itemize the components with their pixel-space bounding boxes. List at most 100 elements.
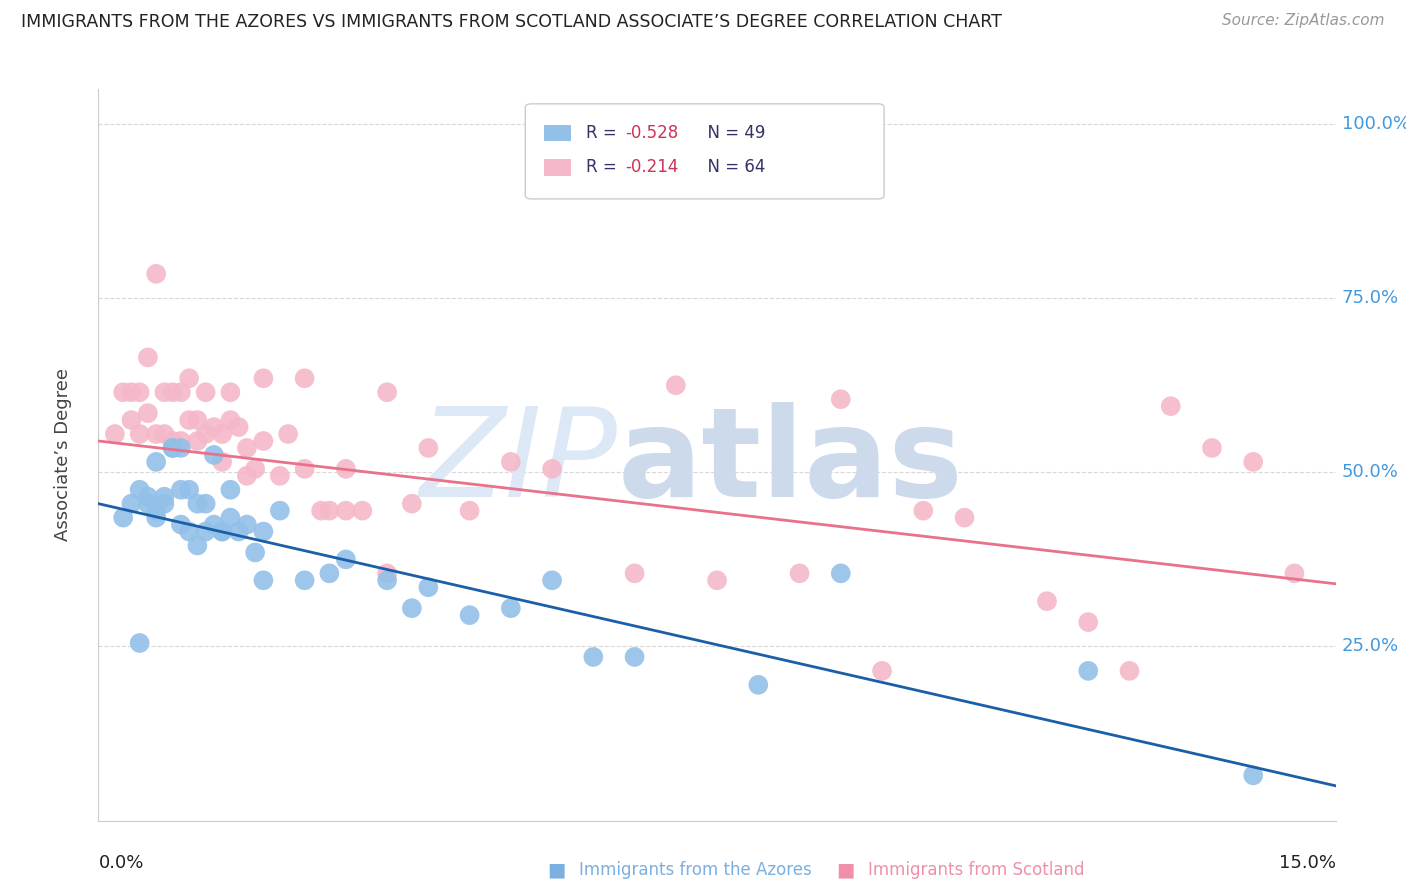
Point	[162, 441, 184, 455]
Point	[269, 503, 291, 517]
Point	[1241, 455, 1264, 469]
Point	[186, 413, 208, 427]
Point	[252, 371, 274, 385]
Point	[228, 420, 250, 434]
Point	[145, 503, 167, 517]
Point	[219, 413, 242, 427]
Text: R =: R =	[586, 124, 621, 142]
Text: -0.528: -0.528	[626, 124, 679, 142]
Text: Immigrants from Scotland: Immigrants from Scotland	[868, 861, 1084, 879]
Point	[458, 608, 481, 623]
FancyBboxPatch shape	[544, 125, 571, 141]
Point	[211, 455, 233, 469]
Point	[318, 566, 340, 581]
Text: 0.0%: 0.0%	[98, 854, 143, 871]
Point	[120, 497, 142, 511]
Point	[136, 490, 159, 504]
Point	[418, 441, 440, 455]
Point	[335, 503, 357, 517]
Point	[541, 462, 564, 476]
Point	[219, 483, 242, 497]
Point	[211, 524, 233, 539]
Point	[211, 524, 233, 539]
Point	[789, 566, 811, 581]
Text: 75.0%: 75.0%	[1341, 289, 1399, 307]
Point	[1077, 615, 1099, 629]
Point	[128, 483, 150, 497]
Text: N = 49: N = 49	[697, 124, 766, 142]
FancyBboxPatch shape	[526, 103, 884, 199]
Point	[830, 566, 852, 581]
Point	[153, 490, 176, 504]
Point	[499, 601, 522, 615]
Text: IMMIGRANTS FROM THE AZORES VS IMMIGRANTS FROM SCOTLAND ASSOCIATE’S DEGREE CORREL: IMMIGRANTS FROM THE AZORES VS IMMIGRANTS…	[21, 13, 1002, 31]
Point	[145, 267, 167, 281]
Point	[194, 497, 217, 511]
Point	[136, 406, 159, 420]
Point	[1160, 399, 1182, 413]
Point	[162, 385, 184, 400]
Point	[228, 524, 250, 539]
Point	[170, 385, 193, 400]
Point	[318, 503, 340, 517]
Point	[252, 574, 274, 588]
Point	[352, 503, 374, 517]
Point	[179, 483, 201, 497]
Y-axis label: Associate’s Degree: Associate’s Degree	[53, 368, 72, 541]
Point	[236, 468, 259, 483]
Point	[277, 427, 299, 442]
Point	[179, 371, 201, 385]
Point	[170, 517, 193, 532]
Point	[1118, 664, 1140, 678]
Point	[1284, 566, 1306, 581]
Text: R =: R =	[586, 159, 621, 177]
Text: ■: ■	[548, 860, 574, 880]
Text: N = 64: N = 64	[697, 159, 766, 177]
Point	[170, 483, 193, 497]
Point	[153, 427, 176, 442]
Point	[665, 378, 688, 392]
Point	[145, 455, 167, 469]
Text: -0.214: -0.214	[626, 159, 679, 177]
Point	[375, 566, 398, 581]
FancyBboxPatch shape	[544, 160, 571, 176]
Point	[375, 385, 398, 400]
Text: 15.0%: 15.0%	[1278, 854, 1336, 871]
Point	[211, 427, 233, 442]
Point	[953, 510, 976, 524]
Point	[912, 503, 935, 517]
Point	[104, 427, 127, 442]
Point	[194, 427, 217, 442]
Point	[145, 510, 167, 524]
Point	[418, 580, 440, 594]
Point	[186, 434, 208, 448]
Point	[236, 441, 259, 455]
Point	[830, 392, 852, 407]
Point	[219, 510, 242, 524]
Point	[136, 351, 159, 365]
Point	[153, 385, 176, 400]
Point	[186, 539, 208, 553]
Point	[136, 497, 159, 511]
Point	[375, 574, 398, 588]
Point	[120, 413, 142, 427]
Point	[623, 649, 645, 664]
Point	[153, 497, 176, 511]
Point	[170, 434, 193, 448]
Point	[1036, 594, 1059, 608]
Point	[458, 503, 481, 517]
Point	[870, 664, 893, 678]
Point	[128, 385, 150, 400]
Point	[112, 385, 135, 400]
Point	[747, 678, 769, 692]
Point	[294, 574, 316, 588]
Point	[194, 524, 217, 539]
Point	[252, 524, 274, 539]
Point	[128, 636, 150, 650]
Point	[582, 649, 605, 664]
Text: 50.0%: 50.0%	[1341, 463, 1399, 482]
Text: Immigrants from the Azores: Immigrants from the Azores	[579, 861, 813, 879]
Point	[252, 434, 274, 448]
Point	[335, 552, 357, 566]
Point	[401, 497, 423, 511]
